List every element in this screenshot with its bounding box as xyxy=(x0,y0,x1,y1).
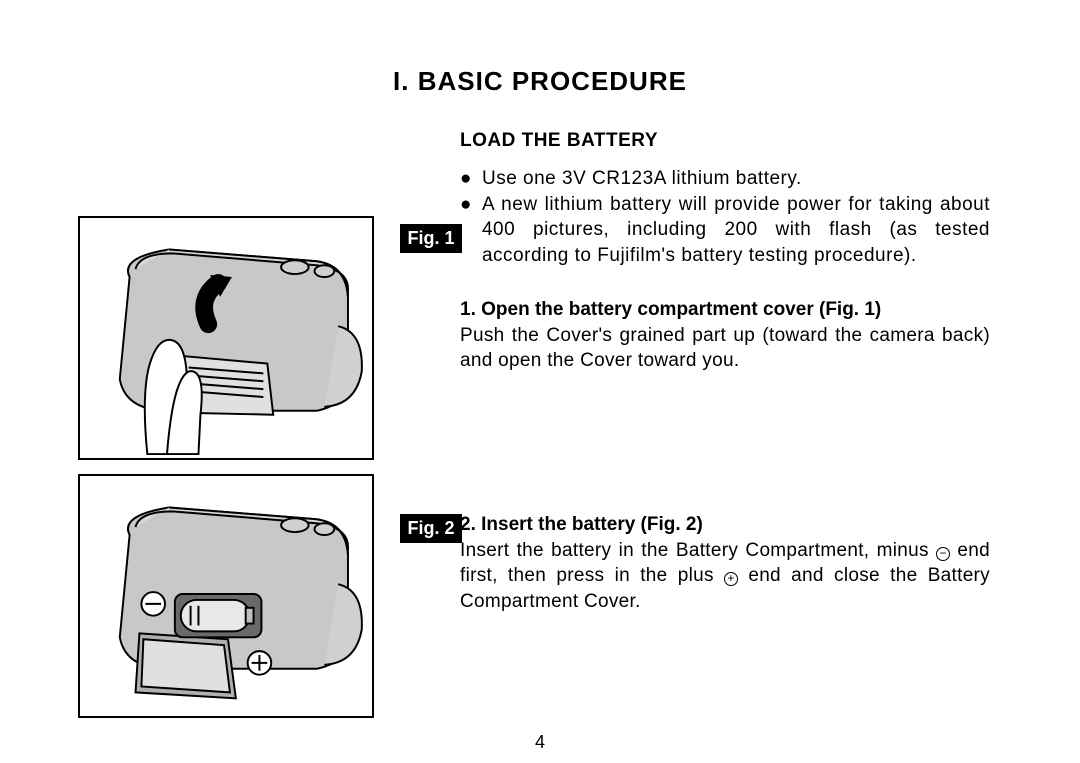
text-column: Fig. 1 LOAD THE BATTERY ● Use one 3V CR1… xyxy=(400,130,990,615)
step-2-title: 2. Insert the battery (Fig. 2) xyxy=(460,514,990,536)
figure-1 xyxy=(78,216,374,460)
bullet-text-2: A new lithium battery will provide power… xyxy=(482,192,990,269)
fig-2-label: Fig. 2 xyxy=(400,514,462,543)
page-title: I. BASIC PROCEDURE xyxy=(0,66,1080,97)
bullet-text-1: Use one 3V CR123A lithium battery. xyxy=(482,166,990,192)
section-block-2: Fig. 2 2. Insert the battery (Fig. 2) In… xyxy=(400,514,990,615)
section-block-1: Fig. 1 LOAD THE BATTERY ● Use one 3V CR1… xyxy=(400,130,990,374)
bullet-item: ● Use one 3V CR123A lithium battery. xyxy=(460,166,990,192)
bullet-item: ● A new lithium battery will provide pow… xyxy=(460,192,990,269)
page-number: 4 xyxy=(0,732,1080,753)
step-1-body: Push the Cover's grained part up (toward… xyxy=(460,323,990,374)
figures-column xyxy=(78,216,374,732)
fig-1-label: Fig. 1 xyxy=(400,224,462,253)
figure-2 xyxy=(78,474,374,718)
section-heading: LOAD THE BATTERY xyxy=(460,130,990,152)
step-1-title: 1. Open the battery compartment cover (F… xyxy=(460,299,990,321)
step-2-body: Insert the battery in the Battery Compar… xyxy=(460,538,990,615)
